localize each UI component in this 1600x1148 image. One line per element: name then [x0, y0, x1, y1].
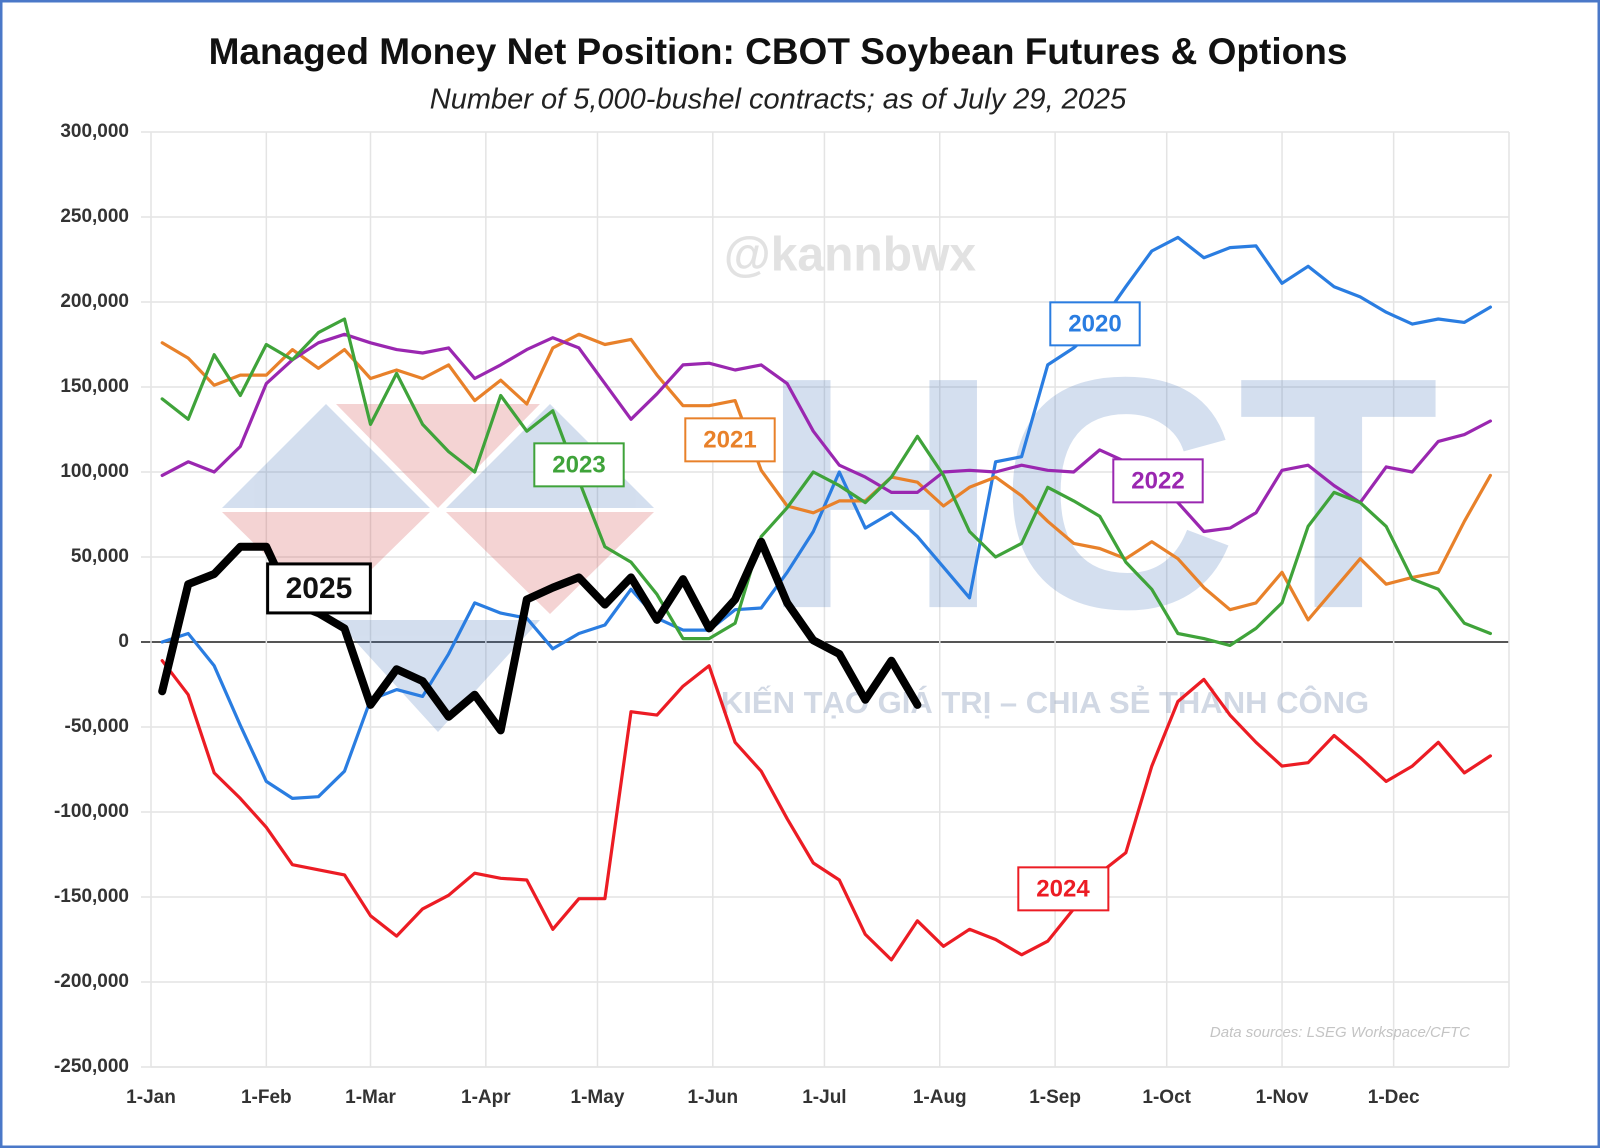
series-label-box — [684, 417, 776, 463]
chart-title: Managed Money Net Position: CBOT Soybean… — [209, 31, 1348, 72]
watermark-slogan: KIẾN TẠO GIÁ TRỊ – CHIA SẺ THÀNH CÔNG — [721, 684, 1369, 720]
y-tick-label: 200,000 — [60, 291, 129, 312]
series-label: 2025 — [286, 572, 353, 605]
x-tick-label: 1-Jun — [687, 1087, 738, 1108]
series-line — [160, 332, 1492, 534]
x-tick-label: 1-Oct — [1142, 1087, 1191, 1108]
y-tick-label: -200,000 — [54, 971, 129, 992]
x-tick-label: 1-Nov — [1256, 1087, 1309, 1108]
series-label-box — [1112, 458, 1204, 504]
series-line — [160, 332, 1492, 622]
series-label: 2021 — [703, 426, 756, 453]
y-tick-label: -150,000 — [54, 886, 129, 907]
source-note: Data sources: LSEG Workspace/CFTC — [1210, 1024, 1470, 1041]
series-label: 2023 — [552, 451, 605, 478]
x-tick-label: 1-May — [571, 1087, 625, 1108]
x-tick-label: 1-Jul — [802, 1087, 846, 1108]
series-line — [160, 317, 1492, 647]
series-label-box — [1017, 866, 1110, 912]
series-labels: 2020 2021 2022 2023 2024 2025 — [266, 301, 1204, 912]
x-tick-label: 1-Dec — [1368, 1087, 1420, 1108]
y-tick-label: 100,000 — [60, 461, 129, 482]
y-tick-label: 50,000 — [71, 546, 129, 567]
x-tick-label: 1-Apr — [461, 1087, 511, 1108]
series-label: 2022 — [1131, 467, 1184, 494]
chart-subtitle: Number of 5,000-bushel contracts; as of … — [430, 84, 1127, 116]
y-tick-label: 300,000 — [60, 121, 129, 142]
y-tick-label: -50,000 — [65, 716, 129, 737]
watermark: @kannbwx — [724, 229, 976, 282]
series-line — [160, 659, 1492, 962]
y-tick-label: 150,000 — [60, 376, 129, 397]
series-label-box — [1049, 301, 1141, 347]
series-label: 2024 — [1036, 875, 1090, 902]
y-tick-label: 0 — [118, 631, 129, 652]
y-tick-label: -250,000 — [54, 1056, 129, 1077]
series-line — [160, 235, 1492, 800]
x-tick-label: 1-Aug — [913, 1087, 967, 1108]
grid — [141, 131, 1510, 1068]
y-tick-label: 250,000 — [60, 206, 129, 227]
x-tick-label: 1-Feb — [241, 1087, 292, 1108]
y-tick-label: -100,000 — [54, 801, 129, 822]
x-tick-label: 1-Sep — [1029, 1087, 1081, 1108]
x-tick-label: 1-Jan — [126, 1087, 176, 1108]
x-tick-label: 1-Mar — [345, 1087, 396, 1108]
series-label-box — [266, 562, 372, 615]
series-label-box — [533, 442, 625, 488]
series-label: 2020 — [1068, 310, 1121, 337]
